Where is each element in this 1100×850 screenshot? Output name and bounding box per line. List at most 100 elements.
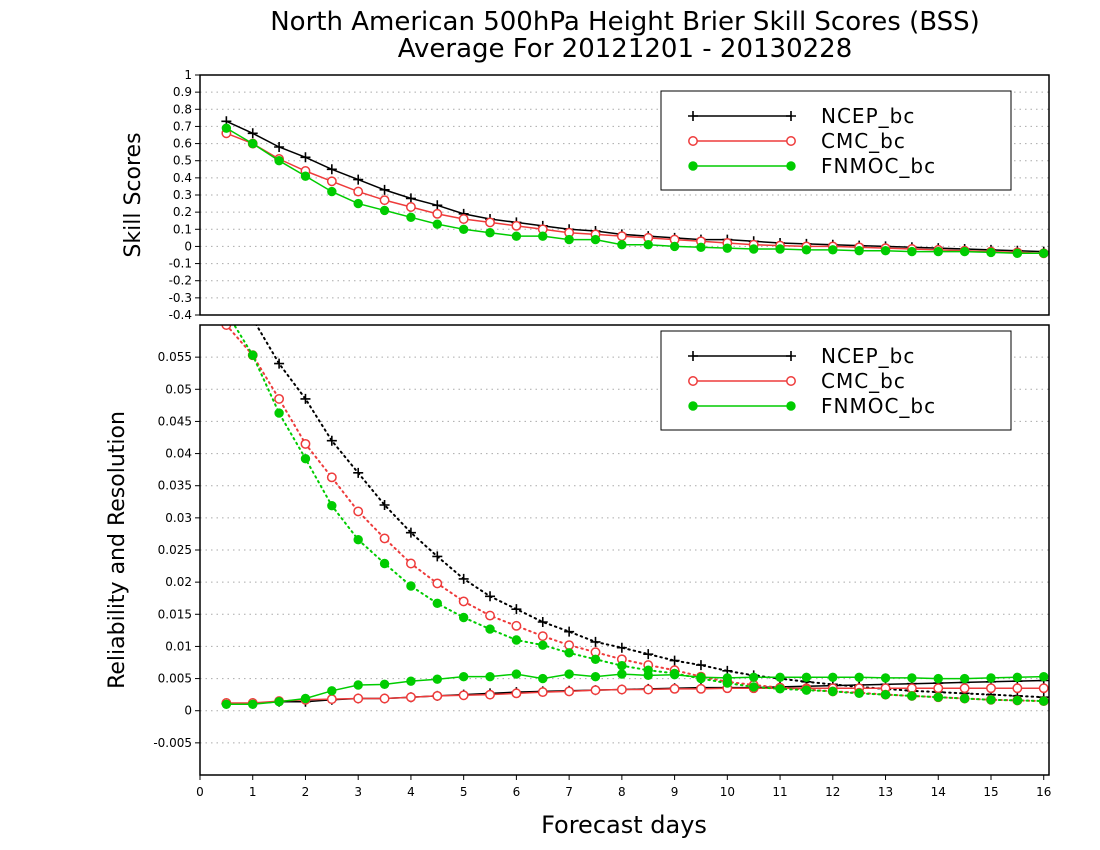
data-point-fnmoc-bc — [959, 246, 970, 257]
legend-label: FNMOC_bc — [821, 394, 936, 418]
y-tick-label: 0.03 — [165, 511, 192, 525]
data-point-fnmoc-bc — [880, 246, 891, 256]
plot-frame — [199, 324, 1050, 776]
data-point-cmc-bc-reliability — [933, 683, 944, 694]
data-point-cmc-bc-reliability — [1038, 683, 1049, 694]
data-point-ncep-bc — [432, 200, 443, 211]
data-point-fnmoc-bc — [1039, 248, 1049, 258]
chart-title-line2: Average For 20121201 - 20130228 — [398, 34, 853, 64]
data-point-cmc-bc-reliability — [564, 686, 575, 697]
data-point-cmc-bc-reliability — [616, 684, 627, 695]
y-tick-label: 0.005 — [158, 672, 192, 686]
legend-marker — [688, 111, 698, 121]
y-tick-label: 0 — [184, 239, 192, 253]
data-point-fnmoc-bc-reliability — [775, 672, 785, 682]
y-tick-label: 0.04 — [165, 447, 192, 461]
x-tick-label: 16 — [1036, 785, 1051, 799]
data-point-fnmoc-bc — [221, 123, 232, 133]
data-point-fnmoc-bc-reliability — [1039, 671, 1049, 682]
data-point-ncep-bc-resolution — [485, 591, 496, 602]
data-point-ncep-bc-resolution — [564, 626, 575, 637]
legend-label: CMC_bc — [821, 129, 906, 153]
data-point-ncep-bc-resolution — [432, 551, 443, 562]
y-tick-label: 0.8 — [173, 102, 192, 116]
data-point-cmc-bc-reliability — [959, 683, 970, 694]
data-point-fnmoc-bc-reliability — [986, 673, 996, 683]
data-point-cmc-bc-reliability — [590, 685, 601, 696]
data-point-fnmoc-bc-resolution — [511, 635, 522, 645]
data-point-fnmoc-bc-reliability — [511, 669, 522, 679]
data-point-ncep-bc — [247, 128, 258, 139]
data-point-cmc-bc-resolution — [274, 393, 285, 404]
data-point-fnmoc-bc-reliability — [590, 671, 601, 682]
data-point-cmc-bc-resolution — [326, 472, 337, 483]
legend-marker — [688, 161, 698, 171]
data-point-fnmoc-bc-reliability — [221, 699, 232, 709]
data-point-cmc-bc — [458, 214, 469, 224]
data-point-fnmoc-bc — [933, 246, 943, 257]
legend-marker — [688, 376, 698, 386]
data-point-ncep-bc-resolution — [511, 604, 522, 615]
y-tick-label: 0.7 — [173, 119, 192, 133]
chart-title-line1: North American 500hPa Height Brier Skill… — [270, 7, 980, 37]
y-tick-label: 0.01 — [165, 639, 192, 653]
data-point-fnmoc-bc-reliability — [300, 693, 311, 704]
data-point-fnmoc-bc — [854, 246, 864, 256]
legend-label: CMC_bc — [821, 369, 906, 393]
data-point-cmc-bc-reliability — [458, 690, 469, 701]
data-point-cmc-bc — [432, 208, 443, 219]
data-point-cmc-bc-reliability — [379, 693, 390, 704]
y-tick-label: 0.05 — [165, 382, 192, 396]
data-point-fnmoc-bc — [775, 244, 785, 254]
data-point-cmc-bc-resolution — [300, 438, 311, 449]
data-point-ncep-bc — [353, 174, 364, 185]
legend-label: FNMOC_bc — [821, 154, 936, 178]
data-point-fnmoc-bc-resolution — [986, 695, 996, 705]
y-tick-label: 0.5 — [173, 154, 192, 168]
x-tick-label: 7 — [565, 785, 573, 799]
data-point-fnmoc-bc-resolution — [458, 612, 469, 623]
x-tick-label: 2 — [302, 785, 310, 799]
data-point-cmc-bc — [353, 186, 364, 197]
data-point-fnmoc-bc-reliability — [353, 680, 363, 690]
data-point-cmc-bc — [511, 220, 522, 231]
legend-marker — [786, 161, 796, 171]
data-point-ncep-bc-resolution — [537, 617, 548, 627]
x-axis-label: Forecast days — [541, 811, 707, 839]
data-point-cmc-bc-reliability — [353, 693, 364, 704]
x-tick-label: 4 — [407, 785, 415, 799]
data-point-ncep-bc — [326, 164, 337, 175]
data-point-fnmoc-bc-resolution — [669, 668, 680, 679]
y-tick-label: 0.2 — [173, 205, 192, 219]
y-tick-label: 0.055 — [158, 350, 192, 364]
data-point-cmc-bc-reliability — [326, 694, 337, 705]
x-tick-label: 11 — [772, 785, 787, 799]
y-tick-label: -0.4 — [169, 308, 192, 322]
legend-marker — [688, 136, 698, 146]
data-point-ncep-bc-resolution — [458, 573, 469, 584]
data-point-fnmoc-bc — [300, 171, 311, 181]
data-point-cmc-bc-resolution — [432, 578, 443, 589]
y-tick-label: -0.005 — [153, 736, 192, 750]
y-tick-label: 0.025 — [158, 543, 192, 557]
x-tick-label: 10 — [720, 785, 735, 799]
data-point-fnmoc-bc-resolution — [379, 558, 390, 569]
data-point-cmc-bc — [616, 231, 627, 242]
data-point-ncep-bc-resolution — [379, 500, 390, 510]
data-point-cmc-bc-reliability — [696, 683, 706, 694]
data-point-fnmoc-bc-reliability — [880, 673, 891, 683]
x-tick-label: 15 — [983, 785, 998, 799]
data-point-fnmoc-bc-reliability — [485, 671, 495, 682]
data-point-fnmoc-bc-resolution — [854, 688, 864, 699]
y-tick-label: -0.1 — [169, 257, 192, 271]
data-point-fnmoc-bc — [1012, 248, 1023, 258]
data-point-fnmoc-bc-resolution — [353, 535, 363, 545]
data-point-ncep-bc-resolution — [590, 636, 601, 647]
data-point-fnmoc-bc-resolution — [748, 682, 759, 692]
legend-marker — [786, 111, 796, 121]
data-point-cmc-bc-resolution — [537, 631, 548, 642]
data-point-ncep-bc-resolution — [274, 358, 285, 369]
data-point-fnmoc-bc-resolution — [327, 500, 337, 511]
x-tick-label: 9 — [671, 785, 679, 799]
